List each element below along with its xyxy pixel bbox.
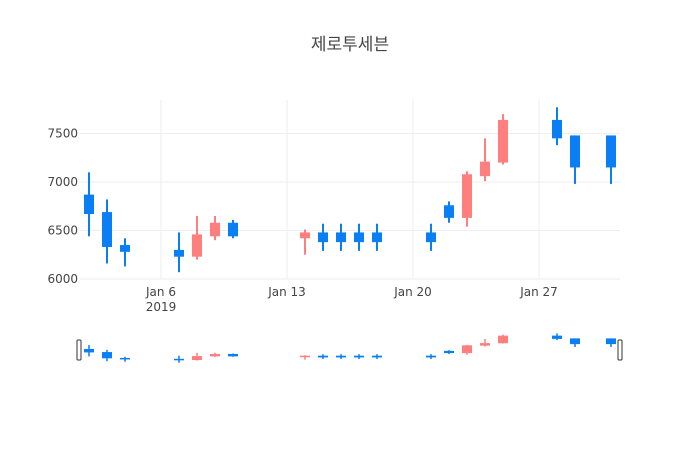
range-slider-left-handle[interactable]	[76, 339, 82, 361]
candle[interactable]	[210, 215, 220, 241]
candle[interactable]	[102, 199, 112, 264]
candle[interactable]	[228, 219, 238, 239]
preview-candle-body	[120, 357, 130, 360]
x-gridlines	[160, 100, 540, 279]
preview-candle-body	[84, 348, 94, 353]
candle[interactable]	[300, 229, 310, 255]
candle-body	[120, 245, 130, 252]
candle[interactable]	[192, 215, 202, 260]
preview-candle-body	[228, 353, 238, 357]
candle-body	[336, 232, 346, 243]
candle[interactable]	[372, 223, 382, 251]
preview-candle-body	[192, 356, 202, 361]
candle-body	[480, 161, 490, 177]
candle-body	[354, 232, 364, 243]
candle[interactable]	[120, 238, 130, 267]
candle-body	[300, 232, 310, 239]
y-tick-label: 6500	[47, 224, 78, 238]
x-tick-label: Jan 20	[393, 285, 432, 299]
candle-body	[462, 174, 472, 218]
candle[interactable]	[318, 223, 328, 251]
candle-body	[192, 234, 202, 257]
preview-candle-body	[552, 335, 562, 339]
preview-candle-body	[606, 338, 616, 345]
candle[interactable]	[498, 114, 508, 165]
candle[interactable]	[174, 232, 184, 273]
candlestick-series[interactable]	[84, 107, 616, 273]
preview-candle-body	[426, 355, 436, 358]
candle[interactable]	[426, 223, 436, 251]
candle-body	[498, 119, 508, 163]
candle-body	[426, 232, 436, 243]
x-tick-label: Jan 6	[145, 285, 176, 299]
candle[interactable]	[444, 201, 454, 223]
candle[interactable]	[480, 138, 490, 182]
preview-candle-body	[174, 358, 184, 361]
y-tick-label: 7000	[47, 175, 78, 189]
preview-candle-body	[336, 355, 346, 358]
range-slider[interactable]	[76, 333, 623, 363]
chart-title: 제로투세븐	[311, 35, 389, 55]
x-tick-label: Jan 27	[519, 285, 558, 299]
candle-body	[570, 135, 580, 168]
range-slider-right-handle[interactable]	[617, 339, 623, 361]
y-tick-label: 6000	[47, 272, 78, 286]
x-tick-label: Jan 13	[267, 285, 306, 299]
candle[interactable]	[606, 135, 616, 184]
preview-candle-body	[318, 355, 328, 358]
preview-candle-body	[480, 343, 490, 346]
candle[interactable]	[84, 172, 94, 237]
candle-body	[174, 249, 184, 257]
candle-body	[84, 194, 94, 215]
y-gridlines	[80, 133, 620, 280]
candle-body	[228, 222, 238, 237]
preview-candle-body	[444, 350, 454, 354]
y-tick-label: 7500	[47, 127, 78, 141]
preview-candle-body	[462, 345, 472, 354]
preview-candle-body	[210, 353, 220, 357]
candle-body	[102, 212, 112, 247]
plot-area[interactable]	[80, 100, 620, 280]
y-axis: 6000 6500 7000 7500	[47, 127, 78, 287]
preview-candle-body	[300, 355, 310, 358]
candle-body	[372, 232, 382, 243]
candle[interactable]	[462, 171, 472, 227]
candle[interactable]	[336, 223, 346, 251]
candle-body	[210, 222, 220, 237]
candle-body	[606, 135, 616, 168]
candle[interactable]	[354, 223, 364, 251]
candle[interactable]	[570, 135, 580, 184]
candle[interactable]	[552, 107, 562, 146]
range-slider-preview	[84, 333, 616, 363]
candle-body	[552, 119, 562, 139]
preview-candle-body	[570, 338, 580, 345]
candle-body	[444, 205, 454, 218]
candle-body	[318, 232, 328, 243]
x-tick-year-label: 2019	[146, 300, 177, 314]
preview-candle-body	[372, 355, 382, 358]
preview-candle-body	[102, 352, 112, 359]
preview-candle-body	[354, 355, 364, 358]
preview-candle-body	[498, 335, 508, 344]
